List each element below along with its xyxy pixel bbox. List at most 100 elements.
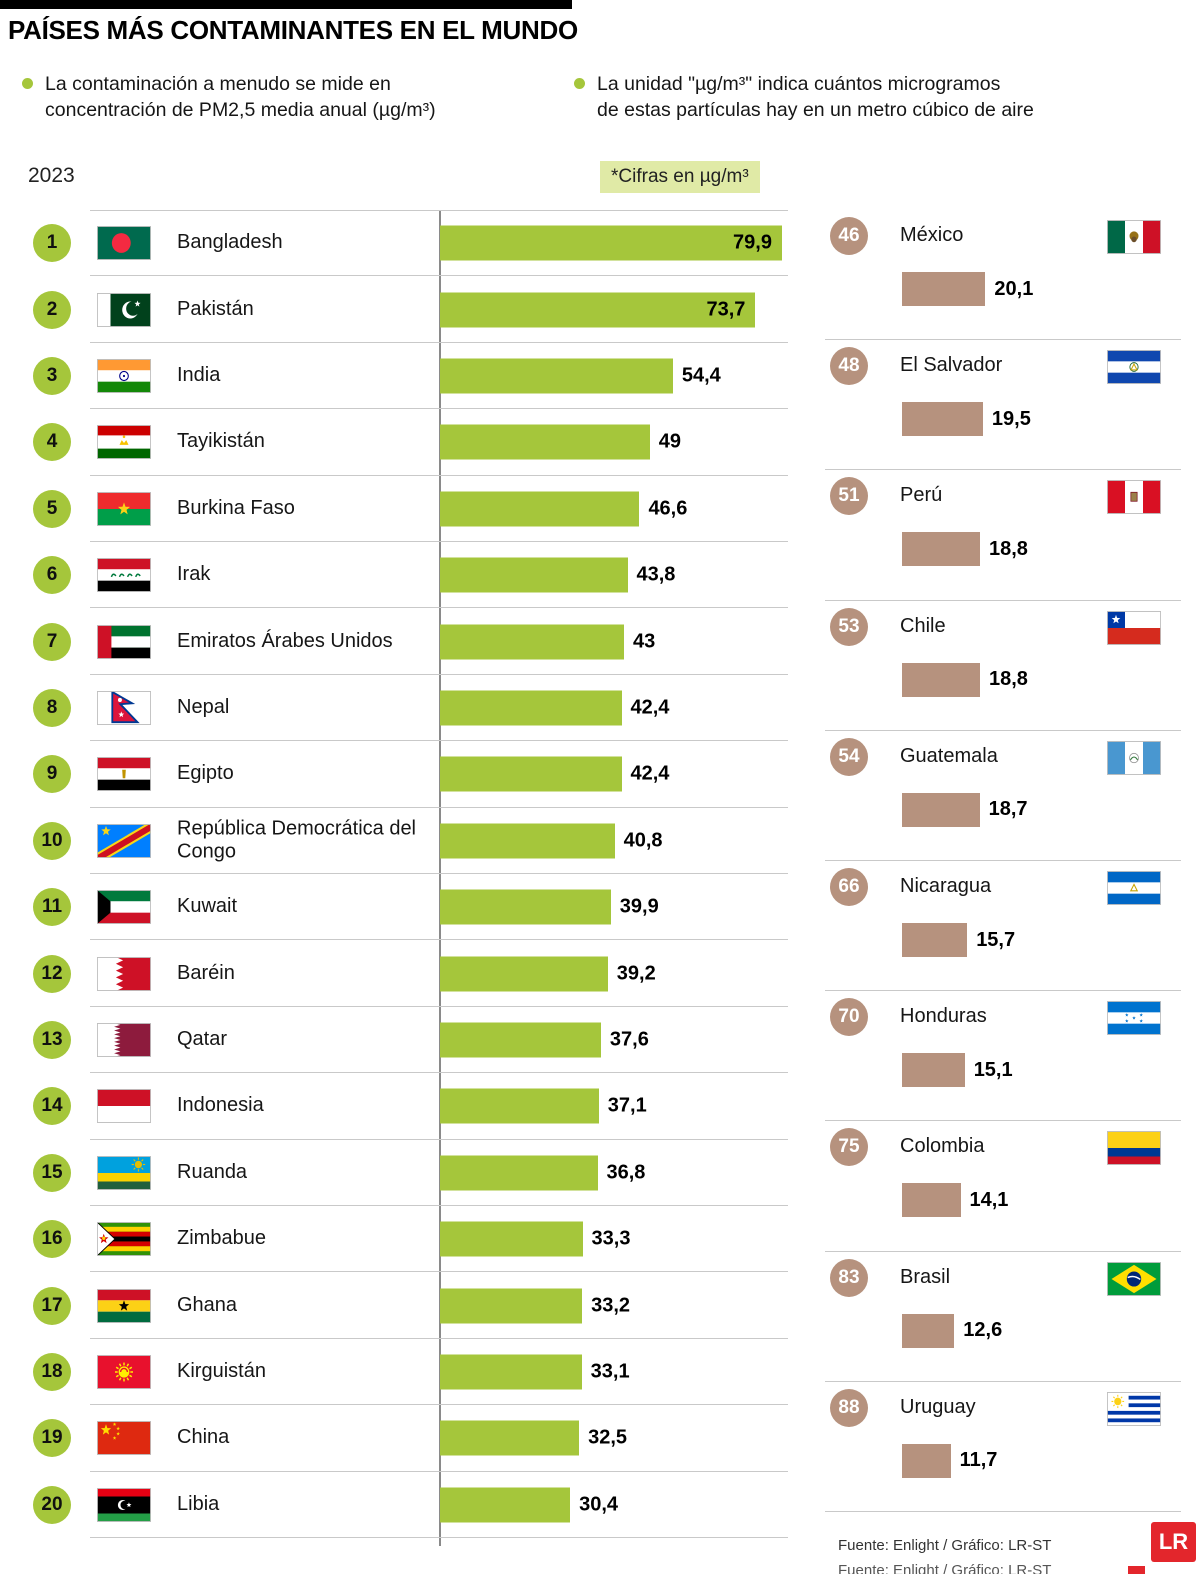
flag-peru-icon <box>1107 480 1161 515</box>
row-separator <box>90 1138 788 1140</box>
rank-badge: 46 <box>830 217 868 255</box>
row-separator <box>825 1250 1181 1252</box>
value-label: 40,8 <box>623 829 663 852</box>
rank-badge: 13 <box>33 1020 71 1059</box>
value-label: 37,6 <box>609 1028 649 1051</box>
value-bar <box>440 557 628 593</box>
intro-bullet-2: La unidad "µg/m³" indica cuántos microgr… <box>574 72 1167 123</box>
value-bar <box>440 1221 583 1257</box>
row-separator <box>90 1072 788 1074</box>
rank-row-54: 54 Guatemala 18,7 <box>825 731 1181 861</box>
country-name: India <box>177 364 221 387</box>
country-name: Libia <box>177 1492 220 1515</box>
flag-libya-icon <box>97 1487 151 1522</box>
rank-row-75: 75 Colombia 14,1 <box>825 1121 1181 1252</box>
flag-bahrain-icon <box>97 956 151 991</box>
rank-row-70: 70 Honduras 15,1 <box>825 991 1181 1122</box>
country-name: Nepal <box>177 696 230 719</box>
rank-row-5: 5 Burkina Faso 46,6 <box>0 476 792 542</box>
value-bar <box>902 402 983 437</box>
row-separator <box>90 1271 788 1273</box>
flag-el_salvador-icon <box>1107 350 1161 385</box>
rank-row-3: 3 India 54,4 <box>0 343 792 410</box>
row-separator <box>90 673 788 675</box>
flag-nepal-icon <box>97 690 151 725</box>
flag-colombia-icon <box>1107 1131 1161 1166</box>
rank-badge: 88 <box>830 1388 868 1427</box>
country-name: Zimbabue <box>177 1227 266 1250</box>
flag-burkina_faso-icon <box>97 491 151 526</box>
value-bar <box>440 690 622 726</box>
value-label: 49 <box>658 430 681 453</box>
value-bar <box>902 272 986 306</box>
flag-iraq-icon <box>97 558 151 593</box>
row-separator <box>90 341 788 343</box>
rank-badge: 1 <box>33 224 71 263</box>
value-bar <box>902 1313 955 1348</box>
value-label: 54,4 <box>681 364 721 387</box>
value-bar <box>440 1088 599 1124</box>
country-name: Guatemala <box>900 744 998 767</box>
row-separator <box>825 729 1181 731</box>
value-label: 18,7 <box>988 798 1028 821</box>
value-label: 33,1 <box>590 1360 630 1383</box>
rank-row-10: 10 República Democrática del Congo 40,8 <box>0 808 792 874</box>
rank-row-48: 48 El Salvador 19,5 <box>825 340 1181 471</box>
rank-row-9: 9 Egipto 42,4 <box>0 741 792 808</box>
rank-row-6: 6 Irak 43,8 <box>0 542 792 609</box>
credit-line-clipped: Fuente: Enlight / Gráfico: LR-ST <box>838 1562 1052 1574</box>
flag-zimbabwe-icon <box>97 1222 151 1257</box>
flag-nicaragua-icon <box>1107 871 1161 905</box>
row-separator <box>825 469 1181 471</box>
flag-brasil-icon <box>1107 1261 1161 1296</box>
rank-badge: 54 <box>830 737 868 776</box>
value-label: 20,1 <box>994 277 1034 300</box>
value-bar <box>902 923 968 957</box>
rank-row-51: 51 Perú 18,8 <box>825 470 1181 601</box>
rank-row-66: 66 Nicaragua 15,7 <box>825 861 1181 992</box>
value-label: 14,1 <box>969 1188 1009 1211</box>
rank-row-18: 18 Kirguistán 33,1 <box>0 1339 792 1406</box>
flag-qatar-icon <box>97 1022 151 1057</box>
value-bar <box>440 756 622 792</box>
value-bar <box>440 225 782 261</box>
value-bar <box>440 1022 601 1058</box>
country-name: Emiratos Árabes Unidos <box>177 629 393 652</box>
value-label: 33,2 <box>591 1294 631 1317</box>
chart-axis-line <box>439 210 441 1546</box>
value-bar <box>902 792 980 827</box>
rank-badge: 2 <box>33 290 71 329</box>
row-separator <box>90 872 788 874</box>
country-name: Colombia <box>900 1135 985 1158</box>
value-label: 43 <box>633 630 656 653</box>
country-name: Nicaragua <box>900 875 992 897</box>
value-label: 19,5 <box>991 407 1031 430</box>
rank-badge: 70 <box>830 998 868 1037</box>
country-name: Honduras <box>900 1005 987 1028</box>
rank-row-4: 4 Tayikistán 49 <box>0 409 792 476</box>
intro-bullet-1-line1: La contaminación a menudo se mide en <box>45 73 391 95</box>
country-name: Chile <box>900 614 946 637</box>
value-label: 42,4 <box>630 762 670 785</box>
rank-row-13: 13 Qatar 37,6 <box>0 1007 792 1074</box>
rank-badge: 75 <box>830 1128 868 1167</box>
rank-row-11: 11 Kuwait 39,9 <box>0 874 792 941</box>
rank-row-17: 17 Ghana 33,2 <box>0 1272 792 1339</box>
country-name: Brasil <box>900 1265 951 1288</box>
intro-bullet-1-line2: concentración de PM2,5 media anual (µg/m… <box>45 98 436 121</box>
value-bar <box>440 889 611 925</box>
country-name: China <box>177 1426 230 1449</box>
rank-row-20: 20 Libia 30,4 <box>0 1472 792 1538</box>
value-label: 18,8 <box>989 537 1028 560</box>
flag-honduras-icon <box>1107 1001 1161 1036</box>
row-separator <box>90 740 788 742</box>
rank-row-14: 14 Indonesia 37,1 <box>0 1073 792 1140</box>
rank-badge: 10 <box>33 821 71 860</box>
rank-badge: 48 <box>830 347 868 386</box>
value-bar <box>440 956 608 992</box>
flag-ghana-icon <box>97 1288 151 1323</box>
country-name: Burkina Faso <box>177 496 295 519</box>
rank-row-53: 53 Chile 18,8 <box>825 601 1181 731</box>
flag-dr_congo-icon <box>97 823 151 858</box>
rank-badge: 20 <box>33 1485 71 1524</box>
